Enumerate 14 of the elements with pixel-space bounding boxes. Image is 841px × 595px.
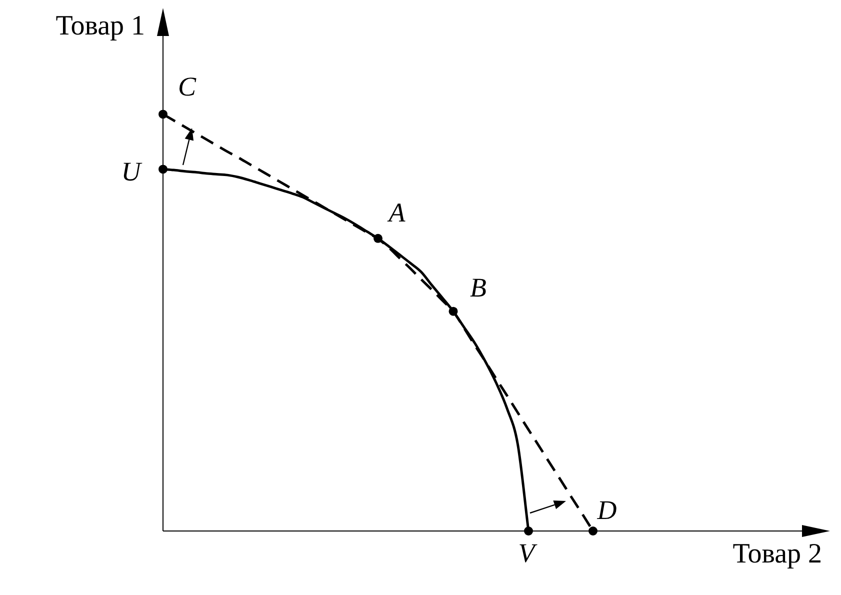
annotation: D xyxy=(596,495,618,526)
annotation: B xyxy=(470,272,486,302)
point xyxy=(448,306,458,316)
point xyxy=(158,110,168,119)
point xyxy=(374,234,382,243)
point xyxy=(524,526,533,536)
point xyxy=(588,526,598,536)
point xyxy=(158,164,168,174)
text: V xyxy=(518,538,538,568)
annotation: A xyxy=(386,198,406,228)
x-axis-title: Товар 2 xyxy=(732,538,822,570)
text: C xyxy=(178,71,197,102)
text: U xyxy=(121,156,142,186)
y-axis-title: Товар 1 xyxy=(56,10,145,42)
